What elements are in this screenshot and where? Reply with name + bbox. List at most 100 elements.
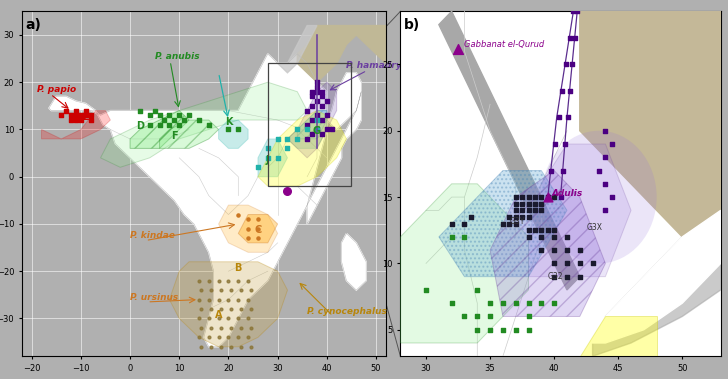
Text: a): a) — [25, 18, 41, 32]
Point — [523, 327, 534, 333]
Point — [516, 214, 528, 220]
Point — [196, 287, 207, 293]
Point — [183, 112, 195, 118]
Point — [70, 108, 82, 114]
Point — [600, 154, 612, 160]
Point — [178, 117, 190, 123]
Point — [223, 334, 234, 340]
Point — [510, 194, 521, 200]
Point — [557, 168, 569, 174]
Polygon shape — [400, 11, 721, 356]
Point — [85, 117, 97, 123]
Point — [516, 201, 528, 207]
Point — [542, 194, 553, 200]
Polygon shape — [439, 11, 579, 290]
Point — [173, 122, 185, 128]
Point — [529, 207, 541, 213]
Point — [523, 207, 534, 213]
Text: E: E — [82, 112, 89, 122]
Point — [193, 334, 205, 340]
Point — [484, 300, 496, 306]
Point — [311, 98, 323, 104]
Point — [252, 235, 264, 241]
Text: G3Y: G3Y — [510, 217, 525, 226]
Point — [213, 278, 224, 284]
Point — [85, 112, 97, 118]
Polygon shape — [341, 233, 366, 290]
Point — [587, 260, 598, 266]
Point — [232, 334, 244, 340]
Point — [459, 313, 470, 319]
Point — [262, 155, 274, 161]
Point — [548, 227, 560, 233]
Point — [225, 344, 237, 350]
Point — [504, 214, 515, 220]
Point — [316, 103, 328, 109]
Polygon shape — [100, 82, 307, 167]
Point — [484, 327, 496, 333]
Point — [510, 201, 521, 207]
Point — [70, 112, 82, 118]
Point — [144, 112, 156, 118]
Point — [282, 188, 293, 194]
Polygon shape — [288, 111, 327, 149]
Ellipse shape — [542, 131, 657, 263]
Point — [600, 207, 612, 213]
Polygon shape — [579, 11, 721, 237]
Point — [60, 108, 72, 114]
Point — [523, 227, 534, 233]
Text: F: F — [171, 131, 178, 141]
Point — [235, 287, 247, 293]
Point — [549, 141, 561, 147]
Point — [472, 287, 483, 293]
Point — [536, 201, 547, 207]
Point — [523, 201, 534, 207]
Point — [205, 344, 217, 350]
Point — [504, 221, 515, 227]
Point — [223, 278, 234, 284]
Point — [80, 108, 92, 114]
Point — [205, 306, 217, 312]
Point — [516, 207, 528, 213]
Point — [536, 227, 547, 233]
Point — [561, 61, 572, 67]
Point — [561, 247, 573, 253]
Point — [523, 194, 534, 200]
Point — [213, 315, 224, 321]
Point — [173, 112, 185, 118]
Point — [311, 79, 323, 85]
Point — [232, 315, 244, 321]
Point — [566, 61, 578, 67]
Point — [235, 306, 247, 312]
Point — [536, 207, 547, 213]
Point — [149, 108, 160, 114]
Point — [326, 127, 338, 133]
Point — [225, 287, 237, 293]
Point — [272, 136, 283, 142]
Point — [560, 141, 571, 147]
Point — [316, 89, 328, 95]
Point — [465, 214, 477, 220]
Text: P. papio: P. papio — [36, 85, 76, 94]
Point — [196, 344, 207, 350]
Text: Adulis: Adulis — [552, 189, 583, 198]
Point — [232, 211, 244, 218]
Point — [242, 315, 254, 321]
Point — [571, 8, 583, 14]
Point — [564, 35, 576, 41]
Point — [75, 117, 87, 123]
Point — [306, 117, 318, 123]
Polygon shape — [258, 139, 288, 177]
Text: G32: G32 — [547, 273, 563, 281]
Polygon shape — [567, 210, 721, 343]
Point — [472, 313, 483, 319]
Point — [134, 108, 146, 114]
Polygon shape — [238, 215, 277, 243]
Point — [510, 207, 521, 213]
Text: Gabbanat el-Qurud: Gabbanat el-Qurud — [464, 40, 545, 49]
Point — [225, 306, 237, 312]
Text: P. kindae: P. kindae — [130, 231, 175, 240]
Point — [553, 114, 564, 121]
Point — [574, 274, 585, 280]
Polygon shape — [159, 120, 218, 149]
